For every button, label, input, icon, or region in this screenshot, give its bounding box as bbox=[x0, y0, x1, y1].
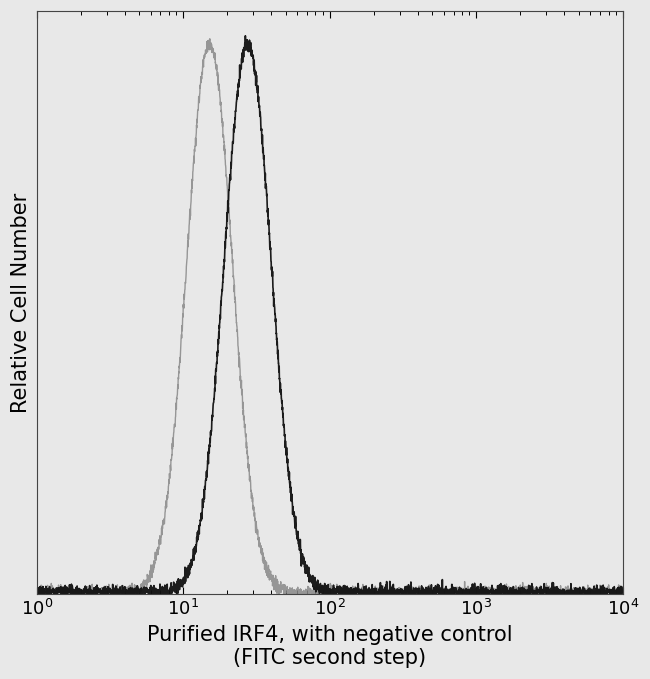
Y-axis label: Relative Cell Number: Relative Cell Number bbox=[11, 193, 31, 413]
X-axis label: Purified IRF4, with negative control
(FITC second step): Purified IRF4, with negative control (FI… bbox=[147, 625, 512, 668]
